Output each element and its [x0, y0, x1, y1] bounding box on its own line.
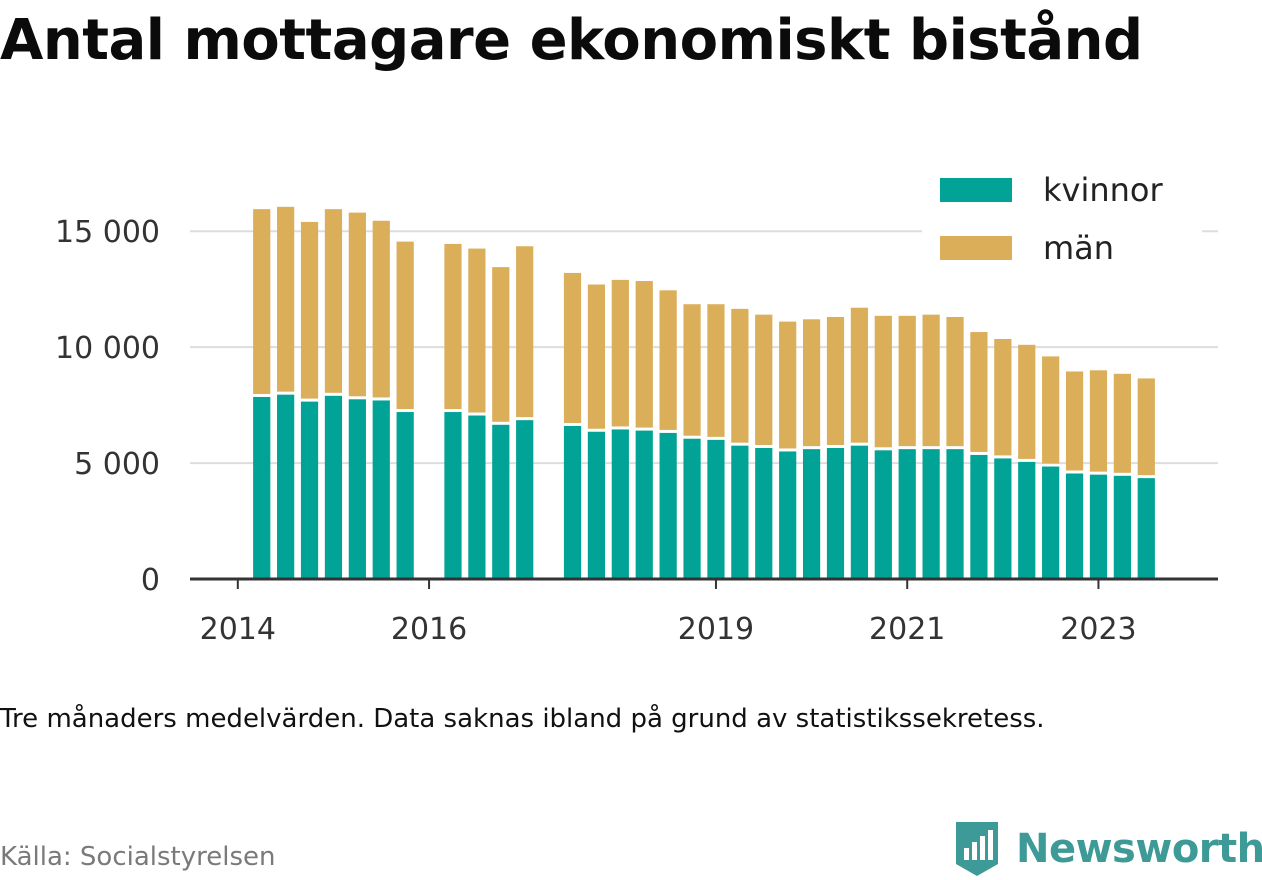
- bar-man: [1018, 344, 1036, 459]
- bar-man: [659, 290, 677, 430]
- bar-man: [587, 284, 606, 429]
- bar-man: [1065, 371, 1084, 471]
- bar-kvinnor: [1042, 466, 1060, 579]
- bar-kvinnor: [659, 432, 677, 579]
- bar-kvinnor: [1137, 478, 1155, 579]
- newsworthy-logo-icon: [956, 822, 998, 876]
- bar-man: [970, 332, 988, 452]
- bar-kvinnor: [970, 454, 988, 579]
- bar-man: [802, 319, 821, 447]
- bar-kvinnor: [1089, 474, 1108, 579]
- bar-man: [1042, 356, 1060, 464]
- bar-man: [1089, 370, 1108, 472]
- bar-man: [324, 209, 343, 393]
- bar-man: [898, 315, 916, 447]
- x-tick-label: 2021: [869, 612, 945, 647]
- bar-man: [683, 304, 701, 436]
- bar-kvinnor: [253, 396, 271, 579]
- bar-kvinnor: [683, 438, 701, 579]
- bar-kvinnor: [300, 401, 319, 579]
- bar-man: [826, 316, 845, 445]
- x-tick-label: 2023: [1060, 612, 1136, 647]
- bar-man: [253, 209, 271, 394]
- bar-kvinnor: [1113, 475, 1131, 579]
- bar-man: [874, 315, 892, 448]
- legend-swatch: [940, 236, 1012, 260]
- bar-man: [277, 206, 295, 392]
- legend-label: kvinnor: [1043, 171, 1164, 209]
- bar-man: [994, 339, 1012, 456]
- bar-man: [348, 212, 366, 397]
- bar-man: [300, 221, 319, 399]
- bar-man: [922, 314, 940, 447]
- y-tick-label: 0: [141, 563, 160, 598]
- bar-kvinnor: [468, 415, 486, 579]
- bar-kvinnor: [731, 445, 749, 579]
- bar-man: [755, 314, 773, 445]
- chart-note: Tre månaders medelvärden. Data saknas ib…: [0, 704, 1045, 734]
- bar-man: [850, 307, 869, 443]
- bar-kvinnor: [444, 412, 462, 579]
- bar-kvinnor: [779, 451, 797, 579]
- bar-kvinnor: [348, 399, 366, 579]
- source-label: Källa: Socialstyrelsen: [0, 842, 276, 872]
- bar-kvinnor: [755, 447, 773, 579]
- bar-kvinnor: [994, 458, 1012, 579]
- bar-man: [444, 243, 462, 410]
- bar-kvinnor: [635, 430, 653, 579]
- legend-swatch: [940, 178, 1012, 202]
- bar-kvinnor: [563, 425, 582, 579]
- bar-man: [372, 220, 390, 398]
- bar-man: [396, 241, 414, 410]
- legend-label: män: [1043, 229, 1114, 267]
- y-axis: 0 5 000 10 000 15 000: [55, 215, 160, 598]
- y-tick-label: 10 000: [55, 331, 160, 366]
- bar-man: [468, 248, 486, 413]
- brand-name: Newsworthy: [1016, 826, 1262, 872]
- bar-kvinnor: [802, 449, 821, 579]
- chart-title: Antal mottagare ekonomiskt bistånd: [0, 8, 1143, 73]
- bar-man: [635, 281, 653, 428]
- x-tick-label: 2016: [391, 612, 467, 647]
- bar-man: [779, 321, 797, 449]
- bar-kvinnor: [516, 420, 534, 579]
- bar-kvinnor: [874, 450, 892, 579]
- y-tick-label: 5 000: [74, 447, 160, 482]
- legend: kvinnor män: [922, 168, 1202, 280]
- bar-man: [707, 304, 725, 437]
- bar-man: [946, 316, 964, 447]
- x-tick-label: 2019: [678, 612, 754, 647]
- bar-kvinnor: [324, 395, 343, 579]
- bar-kvinnor: [1065, 473, 1084, 579]
- bar-kvinnor: [396, 412, 414, 579]
- bar-kvinnor: [898, 449, 916, 579]
- bar-kvinnor: [587, 431, 606, 579]
- bar-man: [492, 267, 510, 422]
- bar-man: [1137, 378, 1155, 476]
- bar-man: [1113, 373, 1131, 473]
- bar-kvinnor: [946, 449, 964, 579]
- bar-kvinnor: [372, 400, 390, 579]
- x-axis: 2014 2016 2019 2021 2023: [190, 577, 1218, 647]
- bar-man: [611, 279, 629, 427]
- bars: [253, 206, 1155, 579]
- x-tick-label: 2014: [200, 612, 276, 647]
- bar-man: [731, 308, 749, 443]
- bar-kvinnor: [826, 447, 845, 579]
- bar-kvinnor: [922, 449, 940, 579]
- bar-man: [516, 246, 534, 418]
- bar-kvinnor: [492, 424, 510, 579]
- brand-logo[interactable]: Newsworthy: [952, 818, 1262, 880]
- bar-kvinnor: [707, 439, 725, 579]
- bar-kvinnor: [850, 445, 869, 579]
- bar-kvinnor: [611, 429, 629, 579]
- bar-man: [563, 272, 582, 423]
- y-tick-label: 15 000: [55, 215, 160, 250]
- bar-kvinnor: [277, 394, 295, 579]
- bar-kvinnor: [1018, 461, 1036, 579]
